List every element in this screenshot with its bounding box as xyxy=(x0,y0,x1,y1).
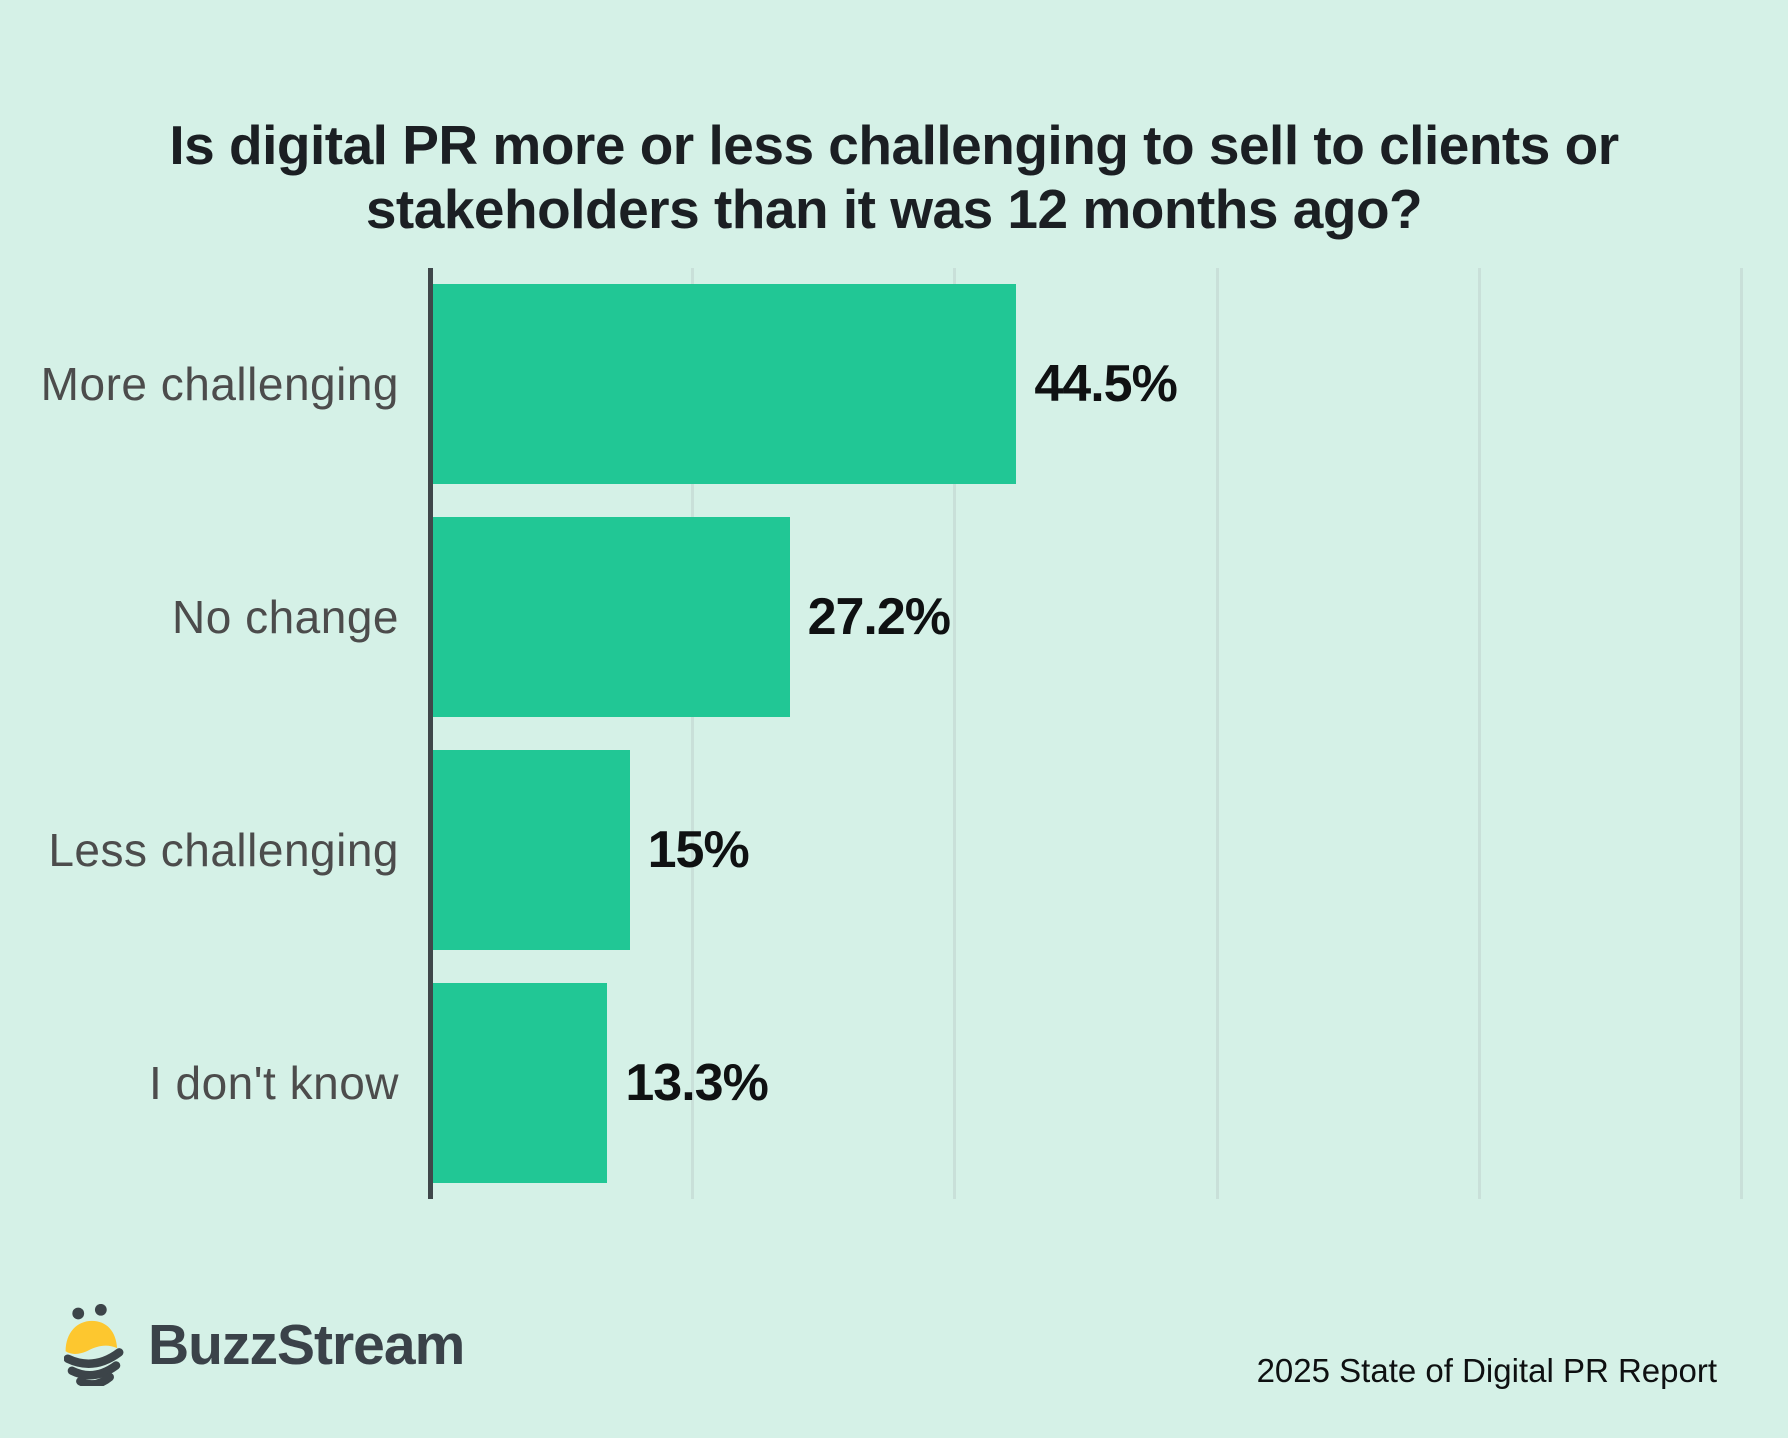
category-label: Less challenging xyxy=(48,823,399,876)
brand-name: BuzzStream xyxy=(148,1313,465,1377)
y-axis-line xyxy=(428,268,433,1199)
value-label: 44.5% xyxy=(1034,355,1177,414)
buzzstream-bee-icon xyxy=(64,1304,124,1386)
category-label: No change xyxy=(172,591,399,644)
bar-row: No change 27.2% xyxy=(0,501,1788,734)
gridline-80pct xyxy=(1477,268,1481,1199)
gridline-100pct xyxy=(1740,268,1743,1199)
gridline-20pct xyxy=(691,268,695,1199)
bar-row: More challenging 44.5% xyxy=(0,268,1788,501)
bar-rows: More challenging 44.5% No change 27.2% Less … xyxy=(0,268,1788,1199)
chart-title: Is digital PR more or less challenging t… xyxy=(0,113,1788,241)
value-label: 27.2% xyxy=(807,588,951,647)
bar-chart: More challenging 44.5% No change 27.2% Less … xyxy=(0,268,1788,1199)
buzzstream-logo: BuzzStream xyxy=(64,1304,465,1386)
bar xyxy=(433,749,630,950)
bar xyxy=(433,517,790,718)
gridline-40pct xyxy=(953,268,957,1199)
category-label: More challenging xyxy=(40,358,399,411)
gridlines xyxy=(431,268,1746,1199)
bar xyxy=(433,982,608,1183)
value-label: 15% xyxy=(647,820,750,879)
report-caption: 2025 State of Digital PR Report xyxy=(1256,1352,1717,1389)
category-label: I don't know xyxy=(148,1056,399,1109)
bar-row: I don't know 13.3% xyxy=(0,966,1788,1199)
bar-row: Less challenging 15% xyxy=(0,734,1788,967)
chart-title-line2: stakeholders than it was 12 months ago? xyxy=(365,177,1423,240)
gridline-60pct xyxy=(1215,268,1219,1199)
bar xyxy=(433,284,1017,485)
value-label: 13.3% xyxy=(625,1053,768,1112)
chart-title-line1: Is digital PR more or less challenging t… xyxy=(169,113,1619,176)
